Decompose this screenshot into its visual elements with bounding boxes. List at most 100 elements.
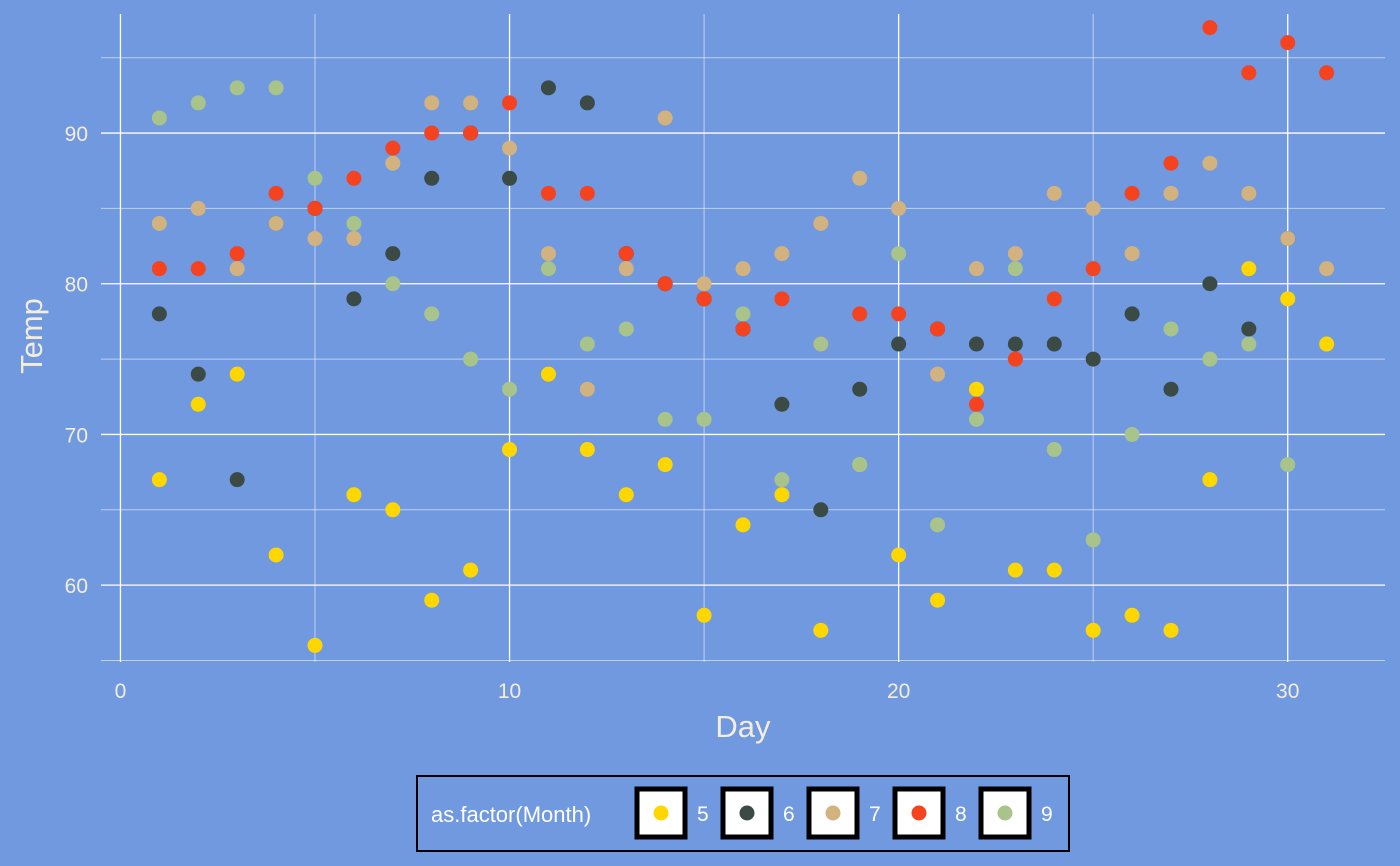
data-point [1202,155,1218,171]
data-point [1046,291,1062,307]
data-point [579,185,595,201]
data-point [1202,20,1218,36]
data-point [1202,472,1218,488]
grid-major [101,14,1385,662]
legend-frame [416,775,1070,852]
data-point [735,321,751,337]
data-point [1319,336,1335,352]
data-point [1241,261,1257,277]
data-point [579,381,595,397]
data-point [151,472,167,488]
x-tick-label: 20 [887,680,910,703]
data-point [1046,185,1062,201]
data-point [657,411,673,427]
data-point [424,125,440,141]
legend-items: 5 6 7 8 9 [634,786,1053,840]
data-point [1007,351,1023,367]
series-9 [151,80,1296,548]
data-point [540,366,556,382]
data-point [229,366,245,382]
data-point [968,411,984,427]
legend-key [720,786,774,840]
data-point [307,637,323,653]
data-point [1007,562,1023,578]
data-point [813,502,829,518]
data-point [618,261,634,277]
data-point [1241,321,1257,337]
data-point [774,291,790,307]
data-point [502,442,518,458]
x-tick-label: 30 [1276,680,1299,703]
data-point [1007,336,1023,352]
legend-title: as.factor(Month) [431,802,591,827]
legend-label: 6 [783,803,795,826]
data-point [1241,65,1257,81]
data-point [1163,155,1179,171]
data-point [1241,185,1257,201]
data-point [891,336,907,352]
data-point [346,170,362,186]
data-point [1124,426,1140,442]
data-point [735,517,751,533]
data-point [346,487,362,503]
data-point [151,261,167,277]
data-point [346,215,362,231]
y-axis-ticks: 60 70 80 90 [65,123,88,598]
data-point [891,547,907,563]
data-point [1280,291,1296,307]
data-point [540,246,556,262]
data-point [268,185,284,201]
series-8 [151,20,1335,412]
data-point [657,110,673,126]
data-point [463,125,479,141]
data-point [1085,261,1101,277]
data-point [1007,261,1023,277]
data-point [735,261,751,277]
data-point [190,396,206,412]
data-point [268,80,284,96]
data-point [385,155,401,171]
data-point [190,200,206,216]
data-point [696,607,712,623]
data-point [930,517,946,533]
data-point [1085,532,1101,548]
legend-item-5: 5 [634,786,709,840]
data-point [502,170,518,186]
data-point [1280,231,1296,247]
legend-item-9: 9 [978,786,1053,840]
data-point [190,261,206,277]
data-point [268,547,284,563]
legend-key-point [997,805,1013,821]
data-point [1085,622,1101,638]
data-point [1046,562,1062,578]
data-point [696,411,712,427]
data-point [1241,336,1257,352]
data-point [696,291,712,307]
data-point [1319,261,1335,277]
data-point [1124,185,1140,201]
data-point [540,185,556,201]
data-point [307,231,323,247]
data-point [463,351,479,367]
x-axis-ticks: 0 10 20 30 [115,680,1300,703]
data-point [540,261,556,277]
data-point [774,246,790,262]
data-point [891,306,907,322]
data-point [268,215,284,231]
data-point [657,276,673,292]
data-point [968,381,984,397]
data-point [774,472,790,488]
data-point [813,622,829,638]
data-point [891,246,907,262]
series-7 [151,95,1335,397]
data-point [579,336,595,352]
data-point [502,140,518,156]
data-point [930,366,946,382]
data-point [1046,336,1062,352]
data-point [190,366,206,382]
data-point [463,95,479,111]
data-points [151,20,1335,653]
data-point [1280,35,1296,51]
data-point [618,487,634,503]
data-point [1085,351,1101,367]
